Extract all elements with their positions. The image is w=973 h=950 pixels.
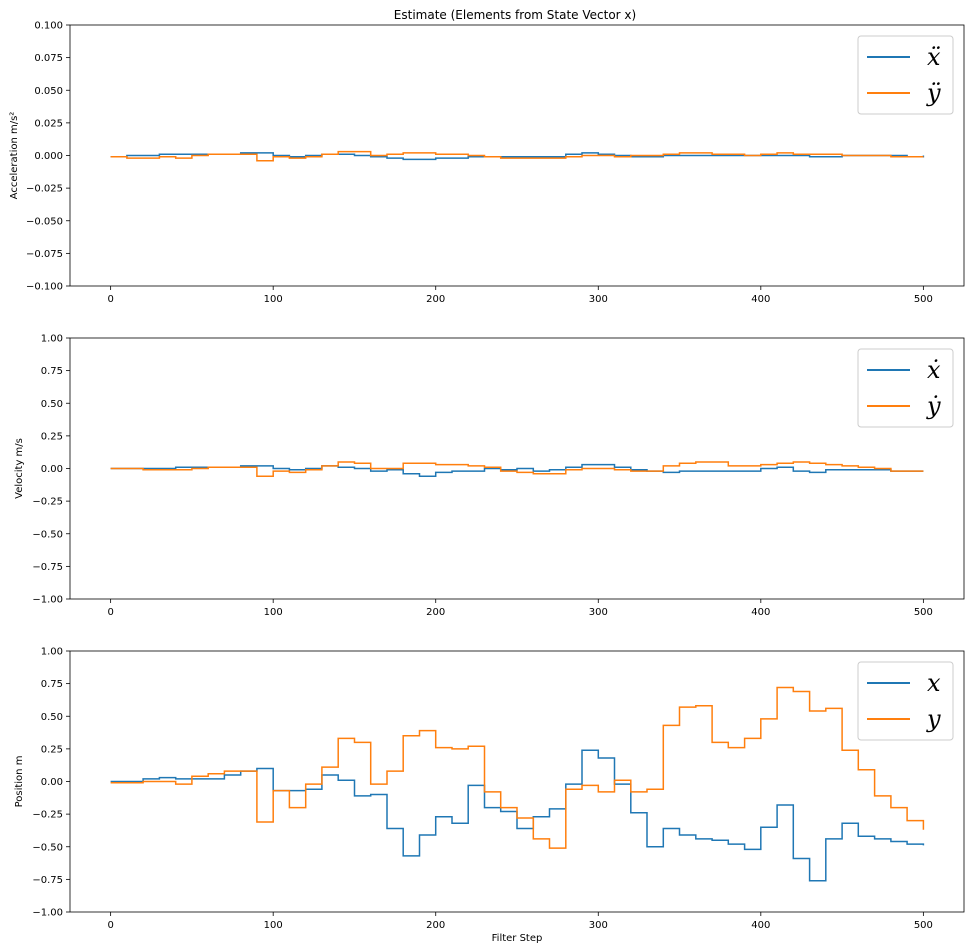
- legend: ẍÿ: [857, 35, 954, 115]
- y-tick-label: −0.50: [32, 529, 63, 540]
- y-tick-label: −1.00: [32, 908, 63, 919]
- x-tick-label: 400: [751, 294, 770, 305]
- x-tick-label: 0: [107, 294, 113, 305]
- y-tick-label: −0.50: [32, 842, 63, 853]
- x-tick-label: 200: [426, 607, 445, 618]
- x-tick-label: 300: [589, 607, 608, 618]
- y-tick-label: 0.00: [41, 464, 63, 475]
- panel-2: 0 100 200 300 400 500 −1.00 −0.75 −0.50 −0.25 0.00…: [14, 334, 965, 618]
- legend-label: x: [927, 669, 941, 697]
- x-tick-label: 500: [914, 294, 933, 305]
- y-tick-label: 0.100: [34, 21, 63, 32]
- y-tick-label: −0.050: [26, 216, 63, 227]
- series-line-y: [110, 461, 924, 478]
- x-tick-label: 0: [107, 607, 113, 618]
- y-tick-label: 0.075: [34, 53, 63, 64]
- x-tick-label: 500: [914, 920, 933, 931]
- legend-label: ẍ: [927, 43, 941, 71]
- y-tick-label: 1.00: [41, 647, 63, 658]
- x-tick-label: 300: [589, 920, 608, 931]
- y-axis-label: Position m: [14, 756, 25, 808]
- y-tick-label: 0.050: [34, 86, 63, 97]
- x-tick-label: 200: [426, 294, 445, 305]
- y-tick-label: 0.025: [34, 118, 63, 129]
- legend-box: [857, 348, 954, 428]
- legend: ẋẏ: [857, 348, 954, 428]
- series-line-x: [110, 749, 925, 882]
- y-tick-label: 0.75: [41, 679, 63, 690]
- y-tick-label: 0.000: [34, 151, 63, 162]
- y-tick-label: −1.00: [32, 595, 63, 606]
- series-line-x: [110, 463, 924, 478]
- y-tick-label: −0.100: [26, 282, 63, 293]
- x-tick-label: 100: [264, 607, 283, 618]
- y-tick-label: −0.75: [32, 875, 63, 886]
- legend-label: ÿ: [926, 79, 941, 107]
- legend-box: [857, 35, 954, 115]
- x-axis-label: Filter Step: [492, 933, 543, 944]
- panel-1: 0 100 200 300 400 500 −0.100 −0.075 −0.050 −0.025…: [9, 21, 965, 305]
- x-tick-label: 100: [264, 294, 283, 305]
- legend-label: ẏ: [926, 392, 941, 420]
- figure-title: Estimate (Elements from State Vector x): [394, 8, 636, 22]
- y-tick-label: −0.75: [32, 562, 63, 573]
- y-tick-label: 0.50: [41, 399, 63, 410]
- panel-3: 0 100 200 300 400 500 −1.00 −0.75 −0.50 −0.25 0.00…: [14, 647, 965, 931]
- y-tick-label: 0.25: [41, 431, 63, 442]
- series-line-y: [110, 150, 924, 162]
- series-line-y: [110, 686, 925, 849]
- y-tick-label: −0.025: [26, 184, 63, 195]
- y-tick-label: 0.50: [41, 712, 63, 723]
- y-tick-label: 0.75: [41, 366, 63, 377]
- x-tick-label: 100: [264, 920, 283, 931]
- legend: xy: [857, 661, 954, 741]
- legend-label: y: [926, 705, 941, 733]
- y-tick-label: 1.00: [41, 334, 63, 345]
- plot-frame: [69, 650, 965, 913]
- series-line-x: [110, 152, 925, 161]
- legend-box: [857, 661, 954, 741]
- x-tick-label: 0: [107, 920, 113, 931]
- y-tick-label: −0.25: [32, 497, 63, 508]
- y-tick-label: −0.25: [32, 810, 63, 821]
- x-tick-label: 400: [751, 920, 770, 931]
- x-tick-label: 300: [589, 294, 608, 305]
- legend-label: ẋ: [927, 356, 941, 384]
- y-tick-label: −0.075: [26, 249, 63, 260]
- y-tick-label: 0.25: [41, 744, 63, 755]
- y-tick-label: 0.00: [41, 777, 63, 788]
- x-tick-label: 500: [914, 607, 933, 618]
- x-tick-label: 200: [426, 920, 445, 931]
- x-tick-label: 400: [751, 607, 770, 618]
- y-axis-label: Velocity m/s: [14, 438, 25, 499]
- y-axis-label: Acceleration m/s²: [9, 112, 20, 200]
